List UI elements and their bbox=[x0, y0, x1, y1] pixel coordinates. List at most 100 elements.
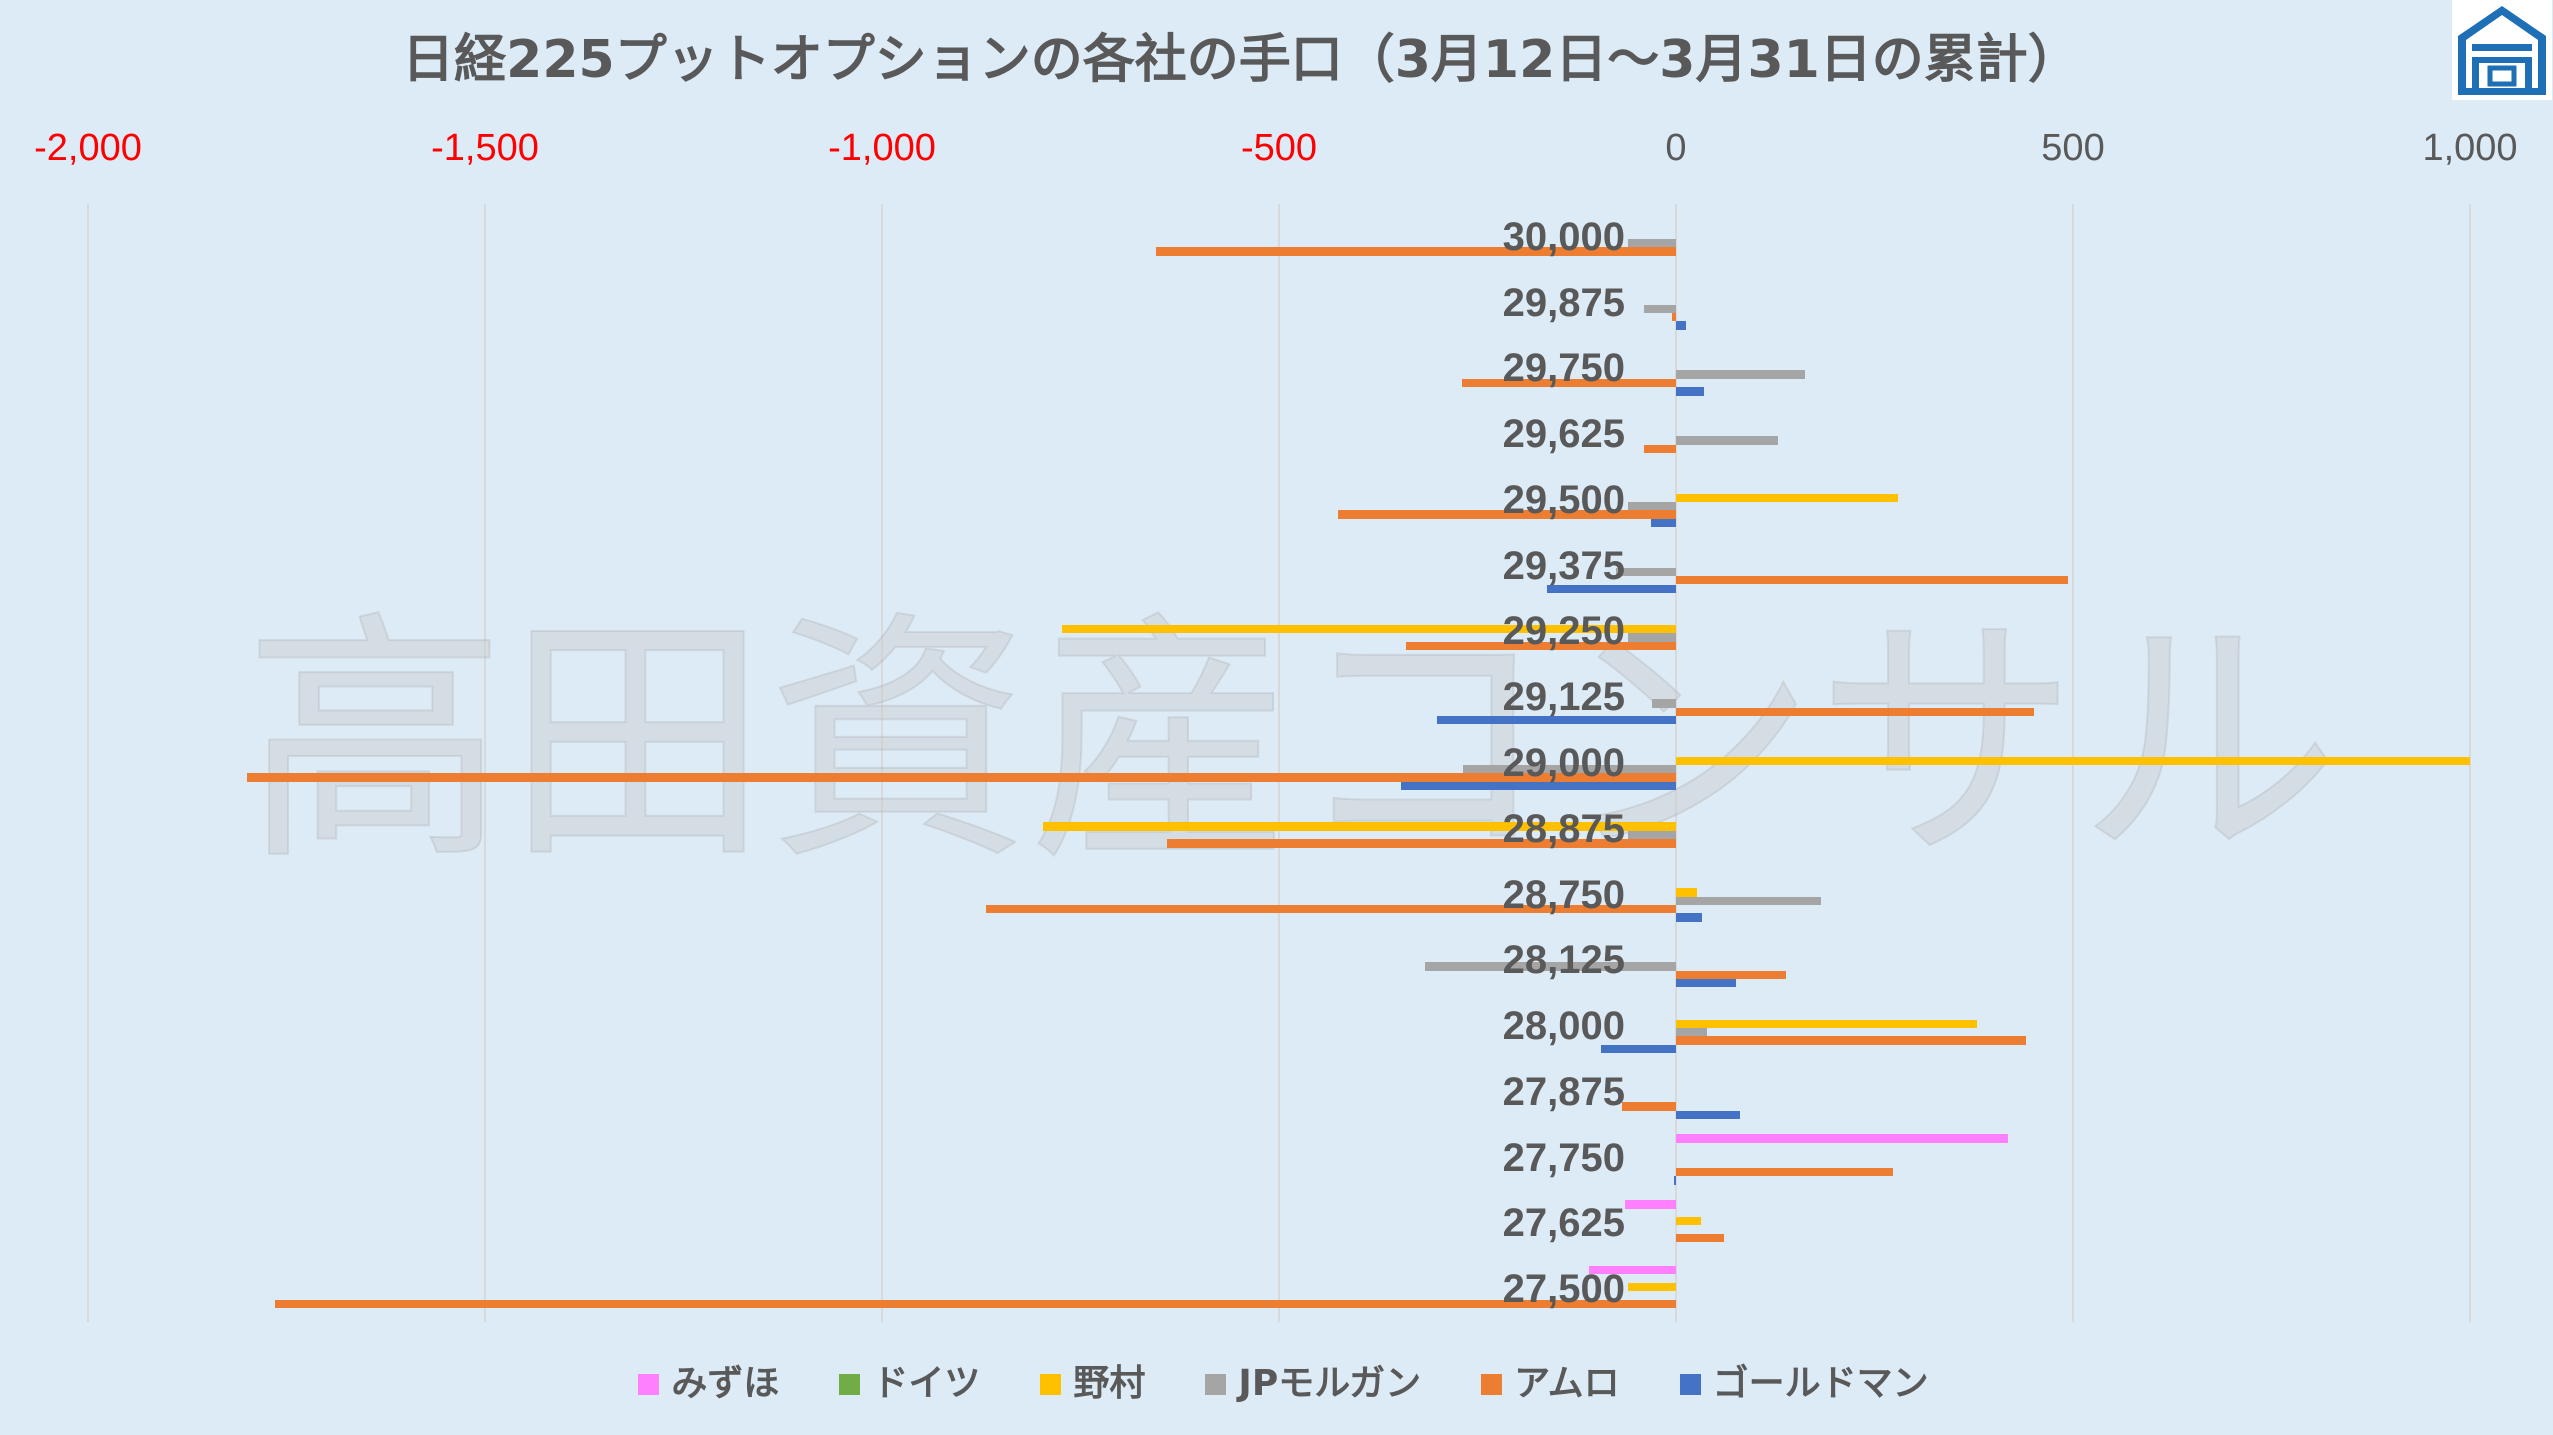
x-tick-label-minus1000: -1,000 bbox=[828, 127, 936, 169]
category-label-27875: 27,875 bbox=[1502, 1069, 1625, 1114]
legend-swatch-jpmorgan bbox=[1205, 1373, 1227, 1395]
bar-goldman-29375 bbox=[1547, 584, 1676, 593]
bar-nomura-29500 bbox=[1676, 493, 1898, 502]
gridline-1000 bbox=[2469, 204, 2471, 1322]
bar-amro-29125 bbox=[1676, 707, 2035, 717]
legend-label-nomura: 野村 bbox=[1073, 1363, 1146, 1404]
legend-item-deutsche: ドイツ bbox=[839, 1360, 980, 1408]
category-label-29500: 29,500 bbox=[1502, 477, 1625, 522]
bar-jpmorgan-28125 bbox=[1425, 962, 1676, 971]
category-label-29250: 29,250 bbox=[1502, 609, 1625, 654]
bar-nomura-28875 bbox=[1043, 822, 1676, 831]
legend-item-goldman: ゴールドマン bbox=[1679, 1360, 1929, 1408]
bar-mizuho-27750 bbox=[1676, 1134, 2008, 1143]
category-label-28875: 28,875 bbox=[1502, 806, 1625, 851]
legend-swatch-amro bbox=[1481, 1373, 1503, 1395]
bar-goldman-29875 bbox=[1676, 321, 1686, 330]
gridline-minus1500 bbox=[484, 204, 486, 1322]
bar-amro-27500 bbox=[275, 1299, 1676, 1308]
chart-title: 日経225プットオプションの各社の手口（3月12日～3月31日の累計） bbox=[402, 30, 2080, 90]
legend-item-amro: アムロ bbox=[1481, 1360, 1620, 1408]
category-label-27625: 27,625 bbox=[1502, 1201, 1625, 1246]
bar-mizuho-27500 bbox=[1589, 1265, 1676, 1275]
category-label-30000: 30,000 bbox=[1502, 214, 1625, 259]
bar-amro-29625 bbox=[1644, 444, 1676, 453]
bar-goldman-29750 bbox=[1676, 387, 1704, 396]
bar-jpmorgan-29875 bbox=[1644, 304, 1676, 314]
bar-jpmorgan-29375 bbox=[1616, 567, 1676, 577]
bar-mizuho-27625 bbox=[1625, 1200, 1676, 1209]
legend-label-jpmorgan: JPモルガン bbox=[1238, 1363, 1422, 1404]
x-tick-label-minus500: -500 bbox=[1240, 127, 1318, 169]
bar-jpmorgan-28000 bbox=[1676, 1028, 1707, 1037]
bar-amro-30000 bbox=[1155, 247, 1676, 256]
bar-jpmorgan-29250 bbox=[1628, 633, 1676, 642]
bar-amro-29750 bbox=[1461, 378, 1676, 388]
bar-nomura-27625 bbox=[1676, 1216, 1701, 1226]
bar-goldman-29000 bbox=[1401, 781, 1676, 791]
gridline-minus500 bbox=[1278, 204, 1280, 1322]
bar-amro-29000 bbox=[246, 773, 1676, 782]
legend-swatch-goldman bbox=[1679, 1373, 1701, 1395]
bar-jpmorgan-29500 bbox=[1628, 501, 1676, 511]
bar-jpmorgan-29000 bbox=[1463, 765, 1676, 774]
bar-amro-27750 bbox=[1676, 1167, 1893, 1177]
bar-amro-28750 bbox=[986, 904, 1676, 914]
legend-item-mizuho: みずほ bbox=[638, 1360, 779, 1408]
category-label-29625: 29,625 bbox=[1502, 412, 1625, 457]
legend-swatch-mizuho bbox=[638, 1373, 660, 1395]
bar-jpmorgan-30000 bbox=[1628, 238, 1676, 248]
bar-amro-28125 bbox=[1676, 970, 1787, 980]
bar-jpmorgan-29125 bbox=[1652, 699, 1676, 708]
x-tick-label-minus2000: -2,000 bbox=[34, 127, 142, 169]
category-label-29000: 29,000 bbox=[1502, 741, 1625, 785]
category-label-29875: 29,875 bbox=[1502, 280, 1625, 325]
gridline-minus1000 bbox=[881, 204, 883, 1322]
legend-item-jpmorgan: JPモルガン bbox=[1205, 1360, 1421, 1408]
bar-goldman-28000 bbox=[1601, 1044, 1676, 1054]
bar-nomura-29000 bbox=[1676, 756, 2470, 765]
bar-amro-29250 bbox=[1406, 641, 1676, 651]
legend-label-deutsche: ドイツ bbox=[872, 1363, 981, 1404]
chart-legend: みずほ ドイツ 野村 JPモルガン アムロ ゴールドマン bbox=[14, 1360, 2553, 1408]
category-label-29750: 29,750 bbox=[1502, 346, 1625, 391]
legend-label-goldman: ゴールドマン bbox=[1712, 1363, 1929, 1404]
category-label-28125: 28,125 bbox=[1502, 938, 1625, 983]
category-label-29375: 29,375 bbox=[1502, 543, 1625, 588]
bar-amro-27625 bbox=[1676, 1233, 1725, 1243]
x-tick-label-1000: 1,000 bbox=[2422, 127, 2518, 169]
legend-swatch-deutsche bbox=[839, 1373, 861, 1395]
bar-goldman-28125 bbox=[1676, 979, 1737, 988]
bar-nomura-29250 bbox=[1062, 625, 1676, 634]
bar-nomura-28000 bbox=[1676, 1019, 1977, 1029]
bar-goldman-29500 bbox=[1651, 518, 1676, 528]
x-tick-label-500: 500 bbox=[2041, 127, 2105, 169]
bar-goldman-29125 bbox=[1437, 716, 1676, 725]
house-logo-icon bbox=[2452, 0, 2552, 100]
category-label-27750: 27,750 bbox=[1502, 1135, 1625, 1180]
bar-amro-27875 bbox=[1622, 1102, 1676, 1111]
category-label-27500: 27,500 bbox=[1502, 1267, 1625, 1312]
legend-item-nomura: 野村 bbox=[1040, 1360, 1145, 1408]
bar-goldman-28750 bbox=[1676, 913, 1703, 922]
bar-amro-28875 bbox=[1167, 839, 1676, 848]
legend-label-mizuho: みずほ bbox=[671, 1363, 780, 1404]
bar-amro-28000 bbox=[1676, 1036, 2027, 1045]
bar-goldman-27750 bbox=[1673, 1176, 1676, 1185]
legend-label-amro: アムロ bbox=[1514, 1363, 1620, 1404]
bar-jpmorgan-29750 bbox=[1676, 370, 1805, 379]
bar-amro-29500 bbox=[1337, 510, 1676, 519]
bar-jpmorgan-29625 bbox=[1676, 436, 1779, 445]
watermark-text: 高田資産コンサル bbox=[243, 590, 2341, 895]
category-label-28000: 28,000 bbox=[1502, 1004, 1625, 1049]
bar-jpmorgan-28750 bbox=[1676, 896, 1821, 905]
x-tick-label-0: 0 bbox=[1665, 127, 1687, 169]
bar-amro-29875 bbox=[1672, 313, 1676, 322]
x-tick-label-minus1500: -1,500 bbox=[431, 127, 539, 169]
bar-jpmorgan-28875 bbox=[1628, 830, 1676, 840]
bar-goldman-27875 bbox=[1676, 1110, 1740, 1119]
legend-swatch-nomura bbox=[1040, 1373, 1062, 1395]
category-label-28750: 28,750 bbox=[1502, 872, 1625, 917]
gridline-minus2000 bbox=[87, 204, 89, 1322]
